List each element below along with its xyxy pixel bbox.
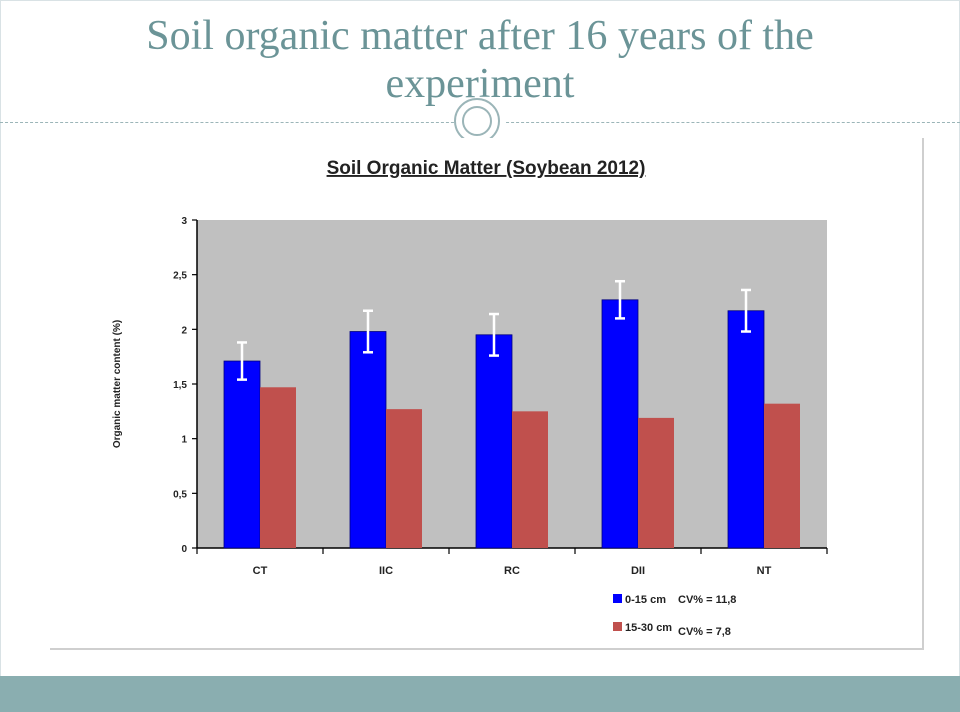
bar-chart: Soil Organic Matter (Soybean 2012) Organ… <box>112 158 828 638</box>
slide-title: Soil organic matter after 16 years of th… <box>146 13 814 107</box>
x-ticks: CT IIC RC DII NT <box>196 548 828 577</box>
legend-label-15-30: 15-30 cm <box>625 622 672 634</box>
bar-dii-15-30 <box>638 417 674 548</box>
x-tick-label-dii: DII <box>631 565 645 577</box>
x-tick-label-nt: NT <box>757 565 772 577</box>
y-tick-label: 0 <box>181 544 187 555</box>
y-tick-label: 2,5 <box>173 271 187 282</box>
legend-swatch-15-30 <box>613 622 622 631</box>
bar-rc-15-30 <box>512 411 548 548</box>
y-tick-label: 0,5 <box>173 489 187 500</box>
legend-swatch-0-15 <box>613 594 622 603</box>
y-axis-label: Organic matter content (%) <box>112 320 123 448</box>
bar-nt-0-15 <box>727 310 765 549</box>
x-tick-label-iic: IIC <box>379 565 393 577</box>
bar-iic-0-15 <box>349 331 387 549</box>
legend-cv-0-15: CV% = 11,8 <box>678 594 736 606</box>
y-tick-label: 1 <box>181 435 187 446</box>
bar-dii-0-15 <box>601 299 639 549</box>
footer-bar <box>0 676 960 712</box>
x-tick-label-ct: CT <box>253 565 268 577</box>
bar-ct-15-30 <box>260 387 296 548</box>
bar-iic-15-30 <box>386 409 422 548</box>
bar-ct-0-15 <box>223 360 261 549</box>
bars <box>223 279 800 549</box>
legend: 0-15 cm CV% = 11,8 15-30 cm CV% = 7,8 <box>613 594 736 638</box>
y-tick-label: 1,5 <box>173 380 187 391</box>
bar-rc-0-15 <box>475 334 513 549</box>
y-ticks: 0 0,5 1 1,5 2 2,5 3 <box>173 216 197 555</box>
y-tick-label: 2 <box>181 325 187 336</box>
bar-nt-15-30 <box>764 403 800 548</box>
y-tick-label: 3 <box>181 216 187 227</box>
chart-title: Soil Organic Matter (Soybean 2012) <box>327 158 646 179</box>
legend-label-0-15: 0-15 cm <box>625 594 666 606</box>
legend-cv-15-30: CV% = 7,8 <box>678 626 731 638</box>
divider-ornament-inner-ring <box>462 106 492 136</box>
chart-panel: Soil Organic Matter (Soybean 2012) Organ… <box>50 138 924 650</box>
x-tick-label-rc: RC <box>504 565 520 577</box>
